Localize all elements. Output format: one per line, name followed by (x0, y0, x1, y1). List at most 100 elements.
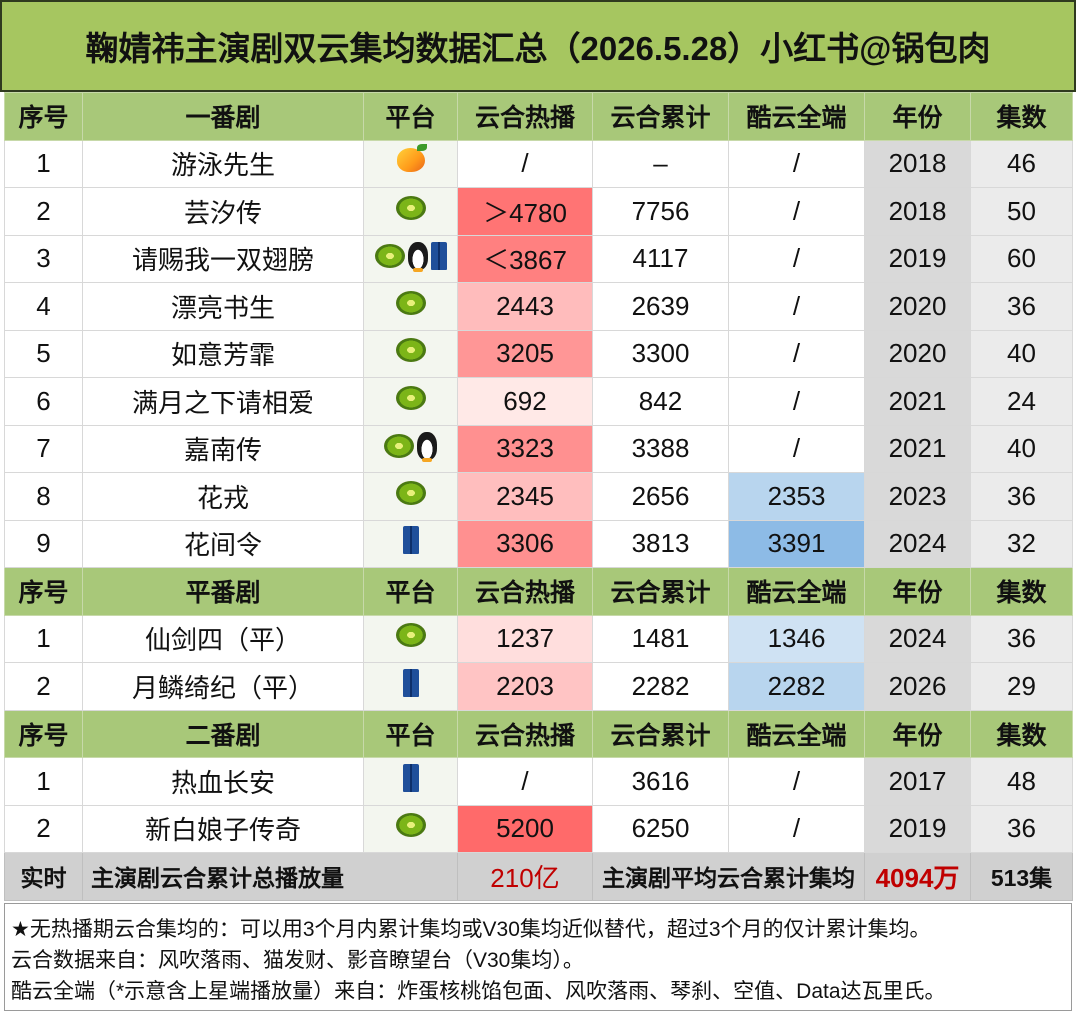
summary-row: 实时 主演剧云合累计总播放量 210亿 主演剧平均云合累计集均 4094万 513集 (4, 852, 1073, 901)
year-value: 2018 (864, 139, 971, 188)
header-heat: 云合热播 (457, 567, 593, 616)
ku-value: / (728, 377, 865, 426)
episodes-value: 60 (970, 234, 1073, 283)
table-row: 7 嘉南传 3323 3388/2021 40 (4, 424, 1073, 473)
row-index: 4 (4, 282, 83, 331)
jeans-icon (402, 763, 419, 792)
header-total: 云合累计 (592, 567, 729, 616)
drama-title: 花间令 (82, 519, 364, 568)
drama-title: 满月之下请相爱 (82, 377, 364, 426)
header-episodes: 集数 (970, 92, 1073, 141)
table-body: 序号 一番剧 平台 云合热播 云合累计 酷云全端 年份 集数 1 游泳先生 / –/2018 46 2 芸汐… (4, 92, 1073, 901)
heat-value: 692 (457, 377, 593, 426)
ku-value: / (728, 804, 865, 853)
total-value: – (592, 139, 729, 188)
section-header-row: 序号 一番剧 平台 云合热播 云合累计 酷云全端 年份 集数 (4, 92, 1073, 141)
ku-value: / (728, 282, 865, 331)
year-value: 2017 (864, 757, 971, 806)
header-section-label: 平番剧 (82, 567, 364, 616)
platform-icons (396, 144, 427, 173)
header-ku: 酷云全端 (728, 567, 865, 616)
section-header-row: 序号 平番剧 平台 云合热播 云合累计 酷云全端 年份 集数 (4, 567, 1073, 616)
summary-label: 实时 (4, 852, 83, 901)
year-value: 2020 (864, 282, 971, 331)
table-row: 1 热血长安/3616/2017 48 (4, 757, 1073, 806)
notes-box: ★无热播期云合集均的：可以用3个月内累计集均或V30集均近似替代，超过3个月的仅… (4, 903, 1072, 1011)
platform-cell (363, 329, 458, 378)
header-section-label: 二番剧 (82, 709, 364, 758)
heat-value: 2345 (457, 472, 593, 521)
episodes-value: 40 (970, 329, 1073, 378)
platform-icons (402, 763, 419, 792)
header-idx: 序号 (4, 709, 83, 758)
platform-icons (395, 338, 426, 363)
heat-value: / (457, 757, 593, 806)
heat-value: 3205 (457, 329, 593, 378)
platform-cell (363, 282, 458, 331)
ku-value: / (728, 757, 865, 806)
kiwi-icon (395, 338, 426, 363)
header-platform: 平台 (363, 92, 458, 141)
header-total: 云合累计 (592, 709, 729, 758)
header-platform: 平台 (363, 567, 458, 616)
jeans-icon (430, 242, 447, 271)
year-value: 2019 (864, 234, 971, 283)
kiwi-icon (395, 480, 426, 505)
header-section-label: 一番剧 (82, 92, 364, 141)
kiwi-icon (395, 195, 426, 220)
platform-cell (363, 234, 458, 283)
year-value: 2019 (864, 804, 971, 853)
platform-cell (363, 377, 458, 426)
page-title: 鞠婧祎主演剧双云集均数据汇总（2026.5.28）小红书@锅包肉 (0, 0, 1076, 92)
total-value: 7756 (592, 187, 729, 236)
kiwi-icon (374, 244, 405, 269)
platform-cell (363, 662, 458, 711)
heat-value: 3323 (457, 424, 593, 473)
row-index: 1 (4, 757, 83, 806)
platform-icons (395, 813, 426, 838)
heat-value: 2203 (457, 662, 593, 711)
drama-title: 如意芳霏 (82, 329, 364, 378)
drama-title: 热血长安 (82, 757, 364, 806)
total-value: 4117 (592, 234, 729, 283)
header-platform: 平台 (363, 709, 458, 758)
note-line: ★无热播期云合集均的：可以用3个月内累计集均或V30集均近似替代，超过3个月的仅… (11, 918, 931, 941)
data-table: 序号 一番剧 平台 云合热播 云合累计 酷云全端 年份 集数 1 游泳先生 / –/2018 46 2 芸汐… (4, 92, 1073, 901)
ku-value: 2353 (728, 472, 865, 521)
row-index: 1 (4, 614, 83, 663)
episodes-value: 40 (970, 424, 1073, 473)
drama-title: 嘉南传 (82, 424, 364, 473)
table-row: 2 月鳞绮纪（平） 2203 2282 2282 2026 29 (4, 662, 1073, 711)
ku-value: 1346 (728, 614, 865, 663)
table-row: 6 满月之下请相爱 692 842/2021 24 (4, 377, 1073, 426)
header-year: 年份 (864, 567, 971, 616)
heat-value: 5200 (457, 804, 593, 853)
platform-cell (363, 472, 458, 521)
kiwi-icon (395, 385, 426, 410)
total-value: 1481 (592, 614, 729, 663)
platform-cell (363, 519, 458, 568)
platform-cell (363, 424, 458, 473)
drama-title: 月鳞绮纪（平） (82, 662, 364, 711)
platform-cell (363, 187, 458, 236)
row-index: 2 (4, 187, 83, 236)
mango-icon (396, 144, 427, 173)
ku-value: 3391 (728, 519, 865, 568)
episodes-value: 50 (970, 187, 1073, 236)
total-value: 842 (592, 377, 729, 426)
episodes-value: 46 (970, 139, 1073, 188)
header-idx: 序号 (4, 567, 83, 616)
note-line: 酷云全端（*示意含上星端播放量）来自：炸蛋核桃馅包面、风吹落雨、琴刹、空值、Da… (11, 980, 946, 1003)
summary-avg-label: 主演剧平均云合累计集均 (592, 852, 865, 901)
episodes-value: 32 (970, 519, 1073, 568)
year-value: 2026 (864, 662, 971, 711)
total-value: 3300 (592, 329, 729, 378)
year-value: 2023 (864, 472, 971, 521)
platform-cell (363, 139, 458, 188)
note-line: 云合数据来自：风吹落雨、猫发财、影音瞭望台（V30集均）。 (11, 949, 584, 972)
heat-value: / (457, 139, 593, 188)
heat-value: ＜3867 (457, 234, 593, 283)
row-index: 9 (4, 519, 83, 568)
platform-icons (395, 623, 426, 648)
row-index: 5 (4, 329, 83, 378)
